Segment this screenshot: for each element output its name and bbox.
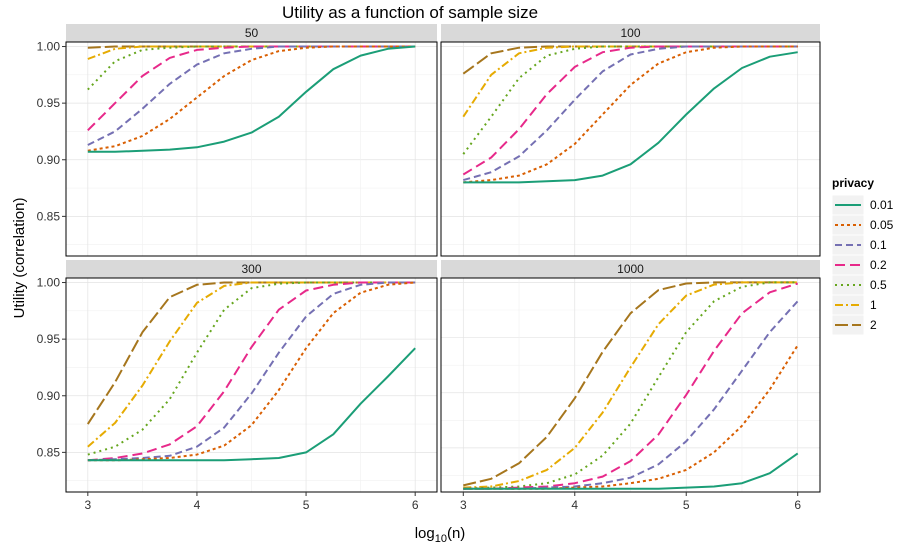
panel-100: 100 [440,24,821,257]
series-line-0.1 [87,281,416,462]
legend-item-2: 2 [831,314,877,336]
series-line-1 [87,281,416,448]
series-line-0.5 [463,281,798,490]
x-tick-label: 3 [84,498,91,512]
y-tick-label: 0.90 [37,389,61,403]
facet-strip-label: 300 [241,262,261,276]
y-tick-label: 0.90 [37,153,61,167]
x-tick-label: 5 [683,498,690,512]
series-line-0.05 [463,45,798,184]
series-line-0.01 [463,452,799,490]
x-tick-label: 6 [412,498,419,512]
facet-strip-label: 50 [245,26,259,40]
facet-strip-label: 100 [620,26,640,40]
legend-title: privacy [832,176,874,190]
panel-border [440,277,821,493]
legend-item-0.2: 0.2 [831,254,887,276]
series-line-1 [463,281,798,489]
legend-label: 0.5 [870,278,887,292]
series-line-0.01 [87,347,416,462]
chart-title: Utility as a function of sample size [282,3,538,22]
panel-border [65,277,438,493]
facet-strip-label: 1000 [617,262,644,276]
facet-strip [441,260,820,278]
legend-item-0.05: 0.05 [831,214,894,236]
facet-strip [441,24,820,42]
legend-item-0.5: 0.5 [831,274,887,296]
series-line-0.2 [463,282,799,490]
panel-border [65,41,438,257]
facet-strip [66,260,437,278]
legend-label: 0.2 [870,258,887,272]
panel-50: 50 0.85 0.90 0.95 1.00 [37,24,438,257]
legend-item-1: 1 [831,294,877,316]
y-axis-label: Utility (correlation) [11,198,28,319]
x-tick-label: 5 [303,498,310,512]
series-line-0.2 [87,281,416,462]
x-axis-label: log10(n) [415,525,466,545]
legend-item-0.01: 0.01 [831,194,894,216]
legend-label: 2 [870,318,877,332]
x-tick-label: 3 [460,498,467,512]
legend-label: 1 [870,298,877,312]
panel-300: 300 0.85 0.90 0.95 1.00 3 4 5 6 [37,260,438,512]
series-line-0.1 [463,45,798,182]
y-tick-label: 0.85 [37,445,61,459]
x-axis-label-tail: (n) [447,525,465,542]
x-tick-label: 6 [794,498,801,512]
panel-1000: 1000 3 4 5 6 [440,260,821,512]
x-tick-label: 4 [571,498,578,512]
y-tick-label: 0.95 [37,332,61,346]
series-line-0.01 [87,45,416,153]
legend-item-0.1: 0.1 [831,234,887,256]
x-tick-label: 4 [194,498,201,512]
series-line-0.5 [87,281,416,456]
y-tick-label: 1.00 [37,40,61,54]
y-tick-label: 1.00 [37,276,61,290]
legend: privacy 0.01 0.05 0.1 0.2 0.5 1 2 [831,176,894,336]
y-tick-label: 0.85 [37,209,61,223]
legend-label: 0.01 [870,198,894,212]
legend-label: 0.1 [870,238,887,252]
x-axis-label-subscript: 10 [435,533,447,545]
series-line-0.05 [87,281,416,462]
panel-border [440,41,821,257]
series-line-0.05 [87,45,416,152]
facet-strip [66,24,437,42]
series-line-0.01 [463,51,798,184]
legend-label: 0.05 [870,218,894,232]
facet-panels: 50 0.85 0.90 0.95 1.00 100 300 0.85 0.90 0.95 1.00… [37,24,821,512]
x-axis-label-main: log [415,525,435,542]
y-tick-label: 0.95 [37,96,61,110]
series-line-0.2 [462,45,798,176]
